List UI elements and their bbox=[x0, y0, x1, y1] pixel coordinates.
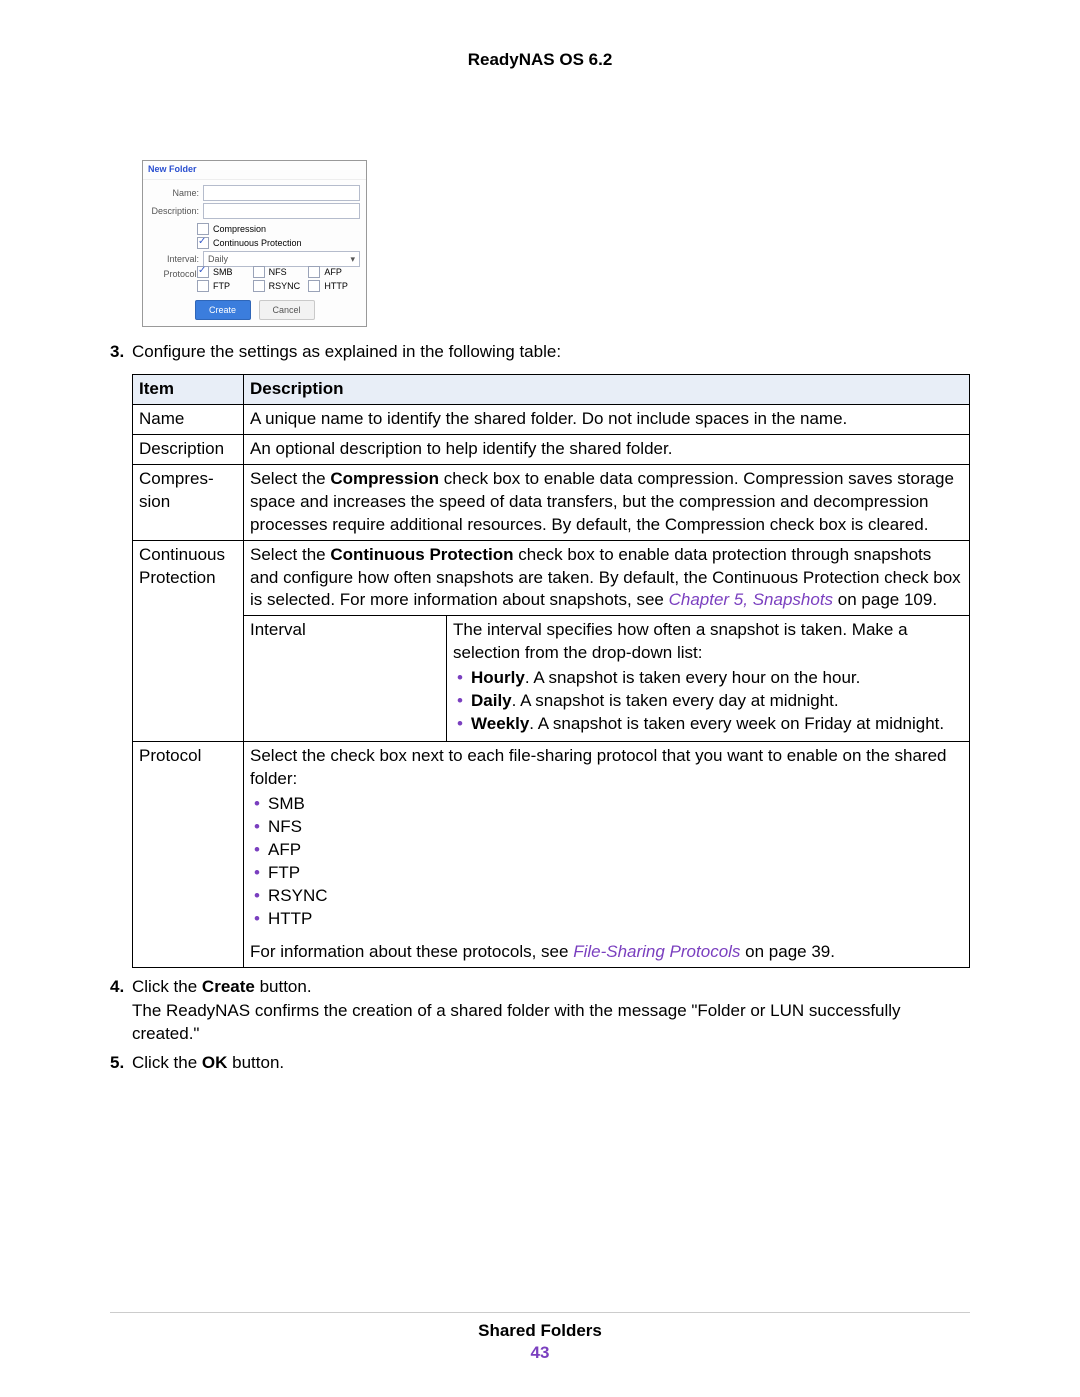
cell-comp-desc: Select the Compression check box to enab… bbox=[244, 464, 970, 540]
footer-section: Shared Folders bbox=[0, 1321, 1080, 1341]
settings-table: Item Description Name A unique name to i… bbox=[132, 374, 970, 968]
cell-interval-label: Interval bbox=[244, 616, 447, 742]
s4-b: button. bbox=[255, 977, 312, 996]
th-item: Item bbox=[133, 374, 244, 404]
proto-nfs: NFS bbox=[268, 816, 963, 839]
description-input[interactable] bbox=[203, 203, 360, 219]
cell-cont-desc: Select the Continuous Protection check b… bbox=[244, 540, 970, 616]
page-header: ReadyNAS OS 6.2 bbox=[110, 50, 970, 70]
create-button[interactable]: Create bbox=[195, 300, 251, 320]
afp-label: AFP bbox=[324, 267, 342, 277]
cell-desc-item: Description bbox=[133, 434, 244, 464]
http-checkbox[interactable] bbox=[308, 280, 320, 292]
snapshots-link[interactable]: Chapter 5, Snapshots bbox=[669, 590, 833, 609]
cell-name-item: Name bbox=[133, 404, 244, 434]
nfs-label: NFS bbox=[269, 267, 287, 277]
step-5: Click the OK button. bbox=[132, 1052, 970, 1075]
s5-bold: OK bbox=[202, 1053, 228, 1072]
ftp-checkbox[interactable] bbox=[197, 280, 209, 292]
step-3: Configure the settings as explained in t… bbox=[132, 341, 970, 968]
nfs-checkbox[interactable] bbox=[253, 266, 265, 278]
cont-c: on page 109. bbox=[833, 590, 937, 609]
proto-afp: AFP bbox=[268, 839, 963, 862]
step-4: Click the Create button. The ReadyNAS co… bbox=[132, 976, 970, 1047]
interval-value: Daily bbox=[208, 254, 228, 264]
cell-interval-desc: The interval specifies how often a snaps… bbox=[447, 616, 970, 742]
file-sharing-link[interactable]: File-Sharing Protocols bbox=[573, 942, 740, 961]
cell-cont-item: Continuous Protection bbox=[133, 540, 244, 742]
name-label: Name: bbox=[149, 188, 203, 198]
description-label: Description: bbox=[149, 206, 203, 216]
cell-proto-item: Protocol bbox=[133, 742, 244, 967]
continuous-checkbox[interactable] bbox=[197, 237, 209, 249]
s5-a: Click the bbox=[132, 1053, 202, 1072]
proto-http: HTTP bbox=[268, 908, 963, 931]
smb-label: SMB bbox=[213, 267, 233, 277]
interval-weekly: Weekly. A snapshot is taken every week o… bbox=[471, 713, 963, 736]
ftp-label: FTP bbox=[213, 281, 230, 291]
proto-smb: SMB bbox=[268, 793, 963, 816]
afp-checkbox[interactable] bbox=[308, 266, 320, 278]
cell-name-desc: A unique name to identify the shared fol… bbox=[244, 404, 970, 434]
name-input[interactable] bbox=[203, 185, 360, 201]
cont-bold: Continuous Protection bbox=[330, 545, 513, 564]
interval-label: Interval: bbox=[149, 254, 203, 264]
chevron-down-icon: ▾ bbox=[350, 254, 355, 265]
continuous-label: Continuous Protection bbox=[213, 238, 302, 248]
cell-desc-desc: An optional description to help identify… bbox=[244, 434, 970, 464]
interval-hourly: Hourly. A snapshot is taken every hour o… bbox=[471, 667, 963, 690]
comp-desc-a: Select the bbox=[250, 469, 330, 488]
compression-label: Compression bbox=[213, 224, 266, 234]
cont-a: Select the bbox=[250, 545, 330, 564]
comp-desc-bold: Compression bbox=[330, 469, 439, 488]
proto-out-a: For information about these protocols, s… bbox=[250, 942, 573, 961]
interval-daily: Daily. A snapshot is taken every day at … bbox=[471, 690, 963, 713]
proto-intro: Select the check box next to each file-s… bbox=[250, 746, 947, 788]
new-folder-dialog: New Folder Name: Description: Compressio… bbox=[142, 160, 367, 327]
page-footer: Shared Folders 43 bbox=[0, 1312, 1080, 1363]
step-3-text: Configure the settings as explained in t… bbox=[132, 342, 561, 361]
s4-bold: Create bbox=[202, 977, 255, 996]
s5-b: button. bbox=[227, 1053, 284, 1072]
footer-page-number: 43 bbox=[0, 1343, 1080, 1363]
cell-comp-item: Compres- sion bbox=[133, 464, 244, 540]
rsync-checkbox[interactable] bbox=[253, 280, 265, 292]
rsync-label: RSYNC bbox=[269, 281, 301, 291]
proto-rsync: RSYNC bbox=[268, 885, 963, 908]
cell-proto-desc: Select the check box next to each file-s… bbox=[244, 742, 970, 967]
dialog-title: New Folder bbox=[143, 161, 366, 180]
proto-out-b: on page 39. bbox=[740, 942, 835, 961]
protocol-label: Protocol: bbox=[149, 269, 203, 279]
compression-checkbox[interactable] bbox=[197, 223, 209, 235]
cancel-button[interactable]: Cancel bbox=[259, 300, 315, 320]
s4-body: The ReadyNAS confirms the creation of a … bbox=[132, 1000, 970, 1046]
s4-a: Click the bbox=[132, 977, 202, 996]
interval-dropdown[interactable]: Daily ▾ bbox=[203, 251, 360, 267]
th-desc: Description bbox=[244, 374, 970, 404]
smb-checkbox[interactable] bbox=[197, 266, 209, 278]
proto-ftp: FTP bbox=[268, 862, 963, 885]
interval-intro: The interval specifies how often a snaps… bbox=[453, 620, 908, 662]
http-label: HTTP bbox=[324, 281, 348, 291]
